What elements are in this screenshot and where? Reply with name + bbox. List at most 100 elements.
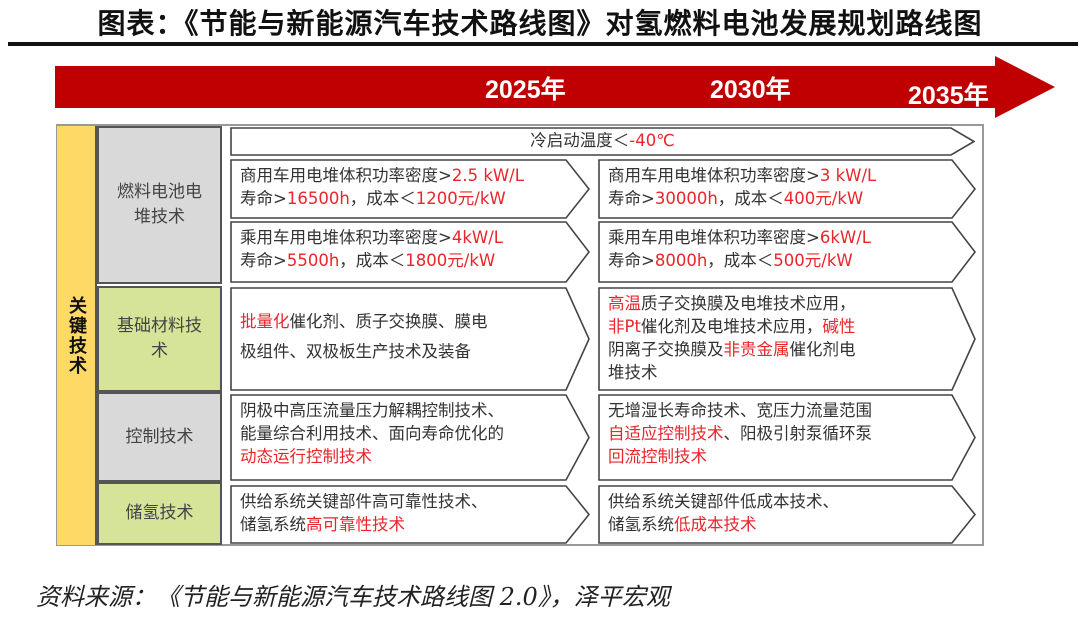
roadmap-cell-materials-2025: 批量化催化剂、质子交换膜、膜电 极组件、双极板生产技术及装备 (230, 287, 590, 391)
text-segment: 乘用车用电堆体积功率密度> (608, 228, 820, 247)
highlight-text: 16500h (286, 189, 350, 208)
key-tech-label: 关键技术 (66, 295, 87, 376)
timeline-arrow-shape (55, 56, 1055, 118)
arrow-shape (598, 287, 976, 391)
text-segment: 寿命> (608, 189, 655, 208)
arrow-outline (598, 221, 976, 283)
arrow-shape (598, 485, 976, 544)
arrow-outline (598, 394, 976, 481)
highlight-text: 6kW/L (819, 228, 871, 247)
text-segment: 质子交换膜及电堆技术应用， (641, 294, 856, 313)
highlight-text: 1200元/kW (415, 189, 506, 208)
year-2035: 2035年 (908, 82, 989, 110)
roadmap-cell-commercial-2025: 商用车用电堆体积功率密度>2.5 kW/L 寿命>16500h，成本＜1200元… (230, 159, 590, 219)
highlight-text: -40℃ (629, 131, 675, 150)
arrow-outline (230, 485, 590, 544)
arrow-shape (230, 159, 590, 219)
text-segment: 寿命> (608, 251, 655, 270)
text-segment: 乘用车用电堆体积功率密度> (240, 228, 452, 247)
text-segment: 阴极中高压流量压力解耦控制技术、 能量综合利用技术、面向寿命优化的 (240, 401, 504, 443)
arrow-shape (230, 287, 590, 391)
highlight-text: 非Pt (608, 317, 641, 336)
roadmap-cell-passenger-2030: 乘用车用电堆体积功率密度>6kW/L 寿命>8000h，成本＜500元/kW (598, 221, 976, 283)
arrow-outline (598, 287, 976, 391)
arrow-shape (230, 221, 590, 283)
year-2030: 2030年 (710, 76, 791, 104)
roadmap-cell-cold-start: 冷启动温度＜-40℃ (230, 127, 975, 156)
title-divider (8, 42, 1078, 46)
page-title: 图表：《节能与新能源汽车技术路线图》对氢燃料电池发展规划路线图 (97, 7, 983, 40)
text-segment: 商用车用电堆体积功率密度> (240, 166, 452, 185)
text-segment: 、阳极引射泵循环泵 (723, 424, 873, 443)
highlight-text: 动态运行控制技术 (240, 447, 372, 466)
roadmap-cell-storage-2025: 供给系统关键部件高可靠性技术、 储氢系统高可靠性技术 (230, 485, 590, 544)
arrow-shape (230, 485, 590, 544)
arrow-shape (598, 221, 976, 283)
highlight-text: 回流控制技术 (608, 447, 707, 466)
text-segment: 无增湿长寿命技术、宽压力流量范围 (608, 401, 872, 420)
cell-text: 高温质子交换膜及电堆技术应用， 非Pt催化剂及电堆技术应用，碱性 阴离子交换膜及… (598, 287, 976, 389)
arrow-outline (598, 159, 976, 219)
category-fuel-cell-stack: 燃料电池电堆技术 (97, 126, 222, 284)
category-hydrogen-storage: 储氢技术 (97, 482, 222, 545)
highlight-text: 3 kW/L (819, 166, 877, 185)
text-segment: 催化剂及电堆技术应用， (640, 317, 823, 336)
text-segment: 冷启动温度＜ (530, 131, 630, 150)
cell-text: 乘用车用电堆体积功率密度>6kW/L 寿命>8000h，成本＜500元/kW (598, 221, 976, 277)
roadmap-cell-storage-2030: 供给系统关键部件低成本技术、 储氢系统低成本技术 (598, 485, 976, 544)
text-segment: 催化剂、质子交换膜、膜电 极组件、双极板生产技术及装备 (240, 312, 488, 361)
roadmap-cell-passenger-2025: 乘用车用电堆体积功率密度>4kW/L 寿命>5500h，成本＜1800元/kW (230, 221, 590, 283)
arrow-outline (598, 485, 976, 544)
text-segment: 阴离子交换膜及 (608, 340, 724, 359)
cell-text: 供给系统关键部件低成本技术、 储氢系统低成本技术 (598, 485, 976, 541)
highlight-text: 500元/kW (773, 251, 853, 270)
arrow-shape (230, 127, 975, 156)
arrow-outline (230, 159, 590, 219)
timeline-arrow (55, 56, 1055, 118)
year-2025: 2025年 (485, 76, 566, 104)
highlight-text: 高温 (608, 294, 641, 313)
highlight-text: 碱性 (822, 317, 856, 336)
roadmap-cell-materials-2030: 高温质子交换膜及电堆技术应用， 非Pt催化剂及电堆技术应用，碱性 阴离子交换膜及… (598, 287, 976, 391)
text-segment: ，成本＜ (339, 251, 406, 270)
arrow-outline (230, 394, 590, 481)
arrow-shape (598, 159, 976, 219)
category-base-materials: 基础材料技术 (97, 286, 222, 392)
cell-text: 供给系统关键部件高可靠性技术、 储氢系统高可靠性技术 (230, 485, 590, 541)
highlight-text: 自适应控制技术 (608, 424, 724, 443)
highlight-text: 非贵金属 (723, 340, 790, 359)
text-segment: ，成本＜ (349, 189, 416, 208)
cell-text: 商用车用电堆体积功率密度>3 kW/L 寿命>30000h，成本＜400元/kW (598, 159, 976, 215)
text-segment: 供给系统关键部件高可靠性技术、 储氢系统 (240, 492, 488, 534)
text-segment: ，成本＜ (707, 251, 774, 270)
text-segment: 催化剂电 堆技术 (608, 340, 856, 382)
cell-text: 批量化催化剂、质子交换膜、膜电 极组件、双极板生产技术及装备 (230, 287, 590, 372)
text-segment: 寿命> (240, 251, 287, 270)
roadmap-cell-control-2025: 阴极中高压流量压力解耦控制技术、 能量综合利用技术、面向寿命优化的 动态运行控制… (230, 394, 590, 481)
roadmap-cell-control-2030: 无增湿长寿命技术、宽压力流量范围 自适应控制技术、阳极引射泵循环泵 回流控制技术 (598, 394, 976, 481)
highlight-text: 1800元/kW (405, 251, 496, 270)
cell-text: 冷启动温度＜-40℃ (230, 127, 975, 154)
highlight-text: 2.5 kW/L (451, 166, 524, 185)
cell-text: 乘用车用电堆体积功率密度>4kW/L 寿命>5500h，成本＜1800元/kW (230, 221, 590, 277)
highlight-text: 30000h (654, 189, 718, 208)
key-tech-column: 关键技术 (57, 126, 97, 545)
highlight-text: 400元/kW (783, 189, 864, 208)
highlight-text: 低成本技术 (674, 515, 757, 534)
arrow-shape (230, 394, 590, 481)
roadmap-cell-commercial-2030: 商用车用电堆体积功率密度>3 kW/L 寿命>30000h，成本＜400元/kW (598, 159, 976, 219)
arrow-outline (230, 221, 590, 283)
highlight-text: 4kW/L (451, 228, 503, 247)
text-segment: 寿命> (240, 189, 287, 208)
cell-text: 阴极中高压流量压力解耦控制技术、 能量综合利用技术、面向寿命优化的 动态运行控制… (230, 394, 590, 473)
text-segment: ，成本＜ (717, 189, 784, 208)
arrow-outline (230, 127, 975, 156)
text-segment: 供给系统关键部件低成本技术、 储氢系统 (608, 492, 839, 534)
category-control: 控制技术 (97, 392, 222, 482)
highlight-text: 8000h (654, 251, 708, 270)
arrow-outline (230, 287, 590, 391)
highlight-text: 5500h (286, 251, 340, 270)
highlight-text: 批量化 (240, 312, 290, 331)
highlight-text: 高可靠性技术 (306, 515, 405, 534)
arrow-shape (598, 394, 976, 481)
